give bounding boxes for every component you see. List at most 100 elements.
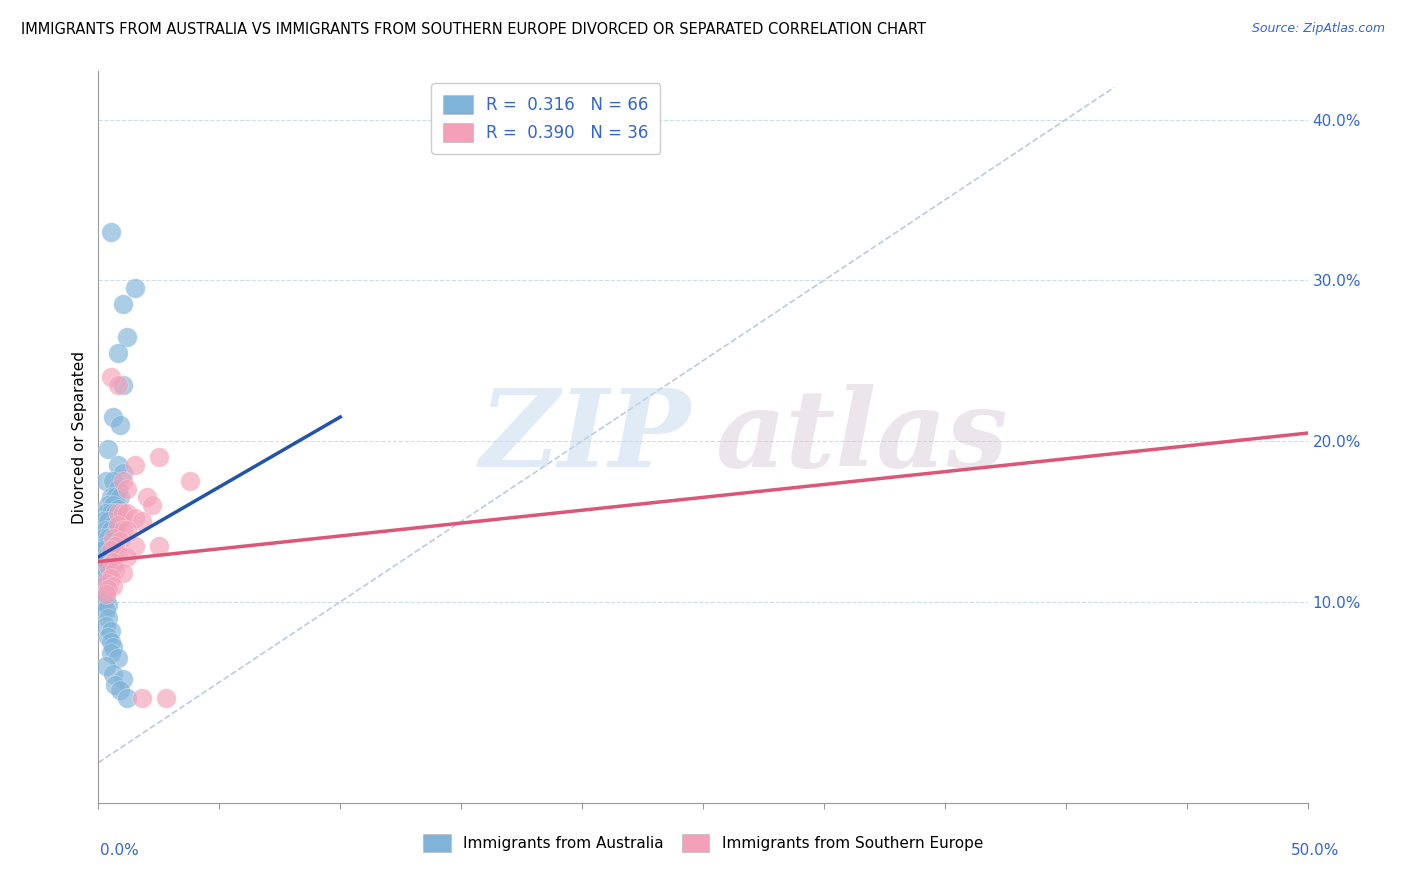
Text: 0.0%: 0.0%	[100, 843, 139, 858]
Point	[107, 458, 129, 473]
Point	[101, 555, 124, 569]
Point	[97, 442, 120, 457]
Point	[94, 574, 117, 588]
Text: Source: ZipAtlas.com: Source: ZipAtlas.com	[1251, 22, 1385, 36]
Point	[117, 483, 139, 497]
Point	[94, 590, 117, 604]
Point	[101, 531, 124, 545]
Point	[148, 539, 170, 553]
Point	[97, 531, 120, 545]
Point	[111, 377, 134, 392]
Point	[104, 678, 127, 692]
Point	[91, 515, 114, 529]
Point	[104, 525, 127, 540]
Point	[97, 499, 120, 513]
Point	[100, 539, 122, 553]
Point	[104, 507, 127, 521]
Point	[117, 329, 139, 343]
Point	[108, 511, 131, 525]
Point	[97, 515, 120, 529]
Point	[91, 531, 114, 545]
Point	[101, 667, 124, 681]
Point	[94, 523, 117, 537]
Point	[107, 547, 129, 561]
Point	[91, 543, 114, 558]
Point	[135, 491, 157, 505]
Point	[100, 523, 122, 537]
Point	[155, 691, 177, 706]
Point	[94, 475, 117, 489]
Point	[104, 563, 127, 577]
Point	[148, 450, 170, 465]
Point	[94, 659, 117, 673]
Point	[91, 563, 114, 577]
Point	[111, 297, 134, 311]
Point	[91, 571, 114, 585]
Point	[91, 555, 114, 569]
Point	[94, 539, 117, 553]
Point	[101, 549, 124, 564]
Y-axis label: Divorced or Separated: Divorced or Separated	[72, 351, 87, 524]
Point	[108, 417, 131, 432]
Point	[91, 579, 114, 593]
Point	[97, 555, 120, 569]
Point	[91, 595, 114, 609]
Point	[97, 630, 120, 644]
Legend: Immigrants from Australia, Immigrants from Southern Europe: Immigrants from Australia, Immigrants fr…	[413, 825, 993, 861]
Point	[100, 571, 122, 585]
Point	[111, 475, 134, 489]
Point	[108, 533, 131, 548]
Point	[100, 225, 122, 239]
Point	[94, 575, 117, 590]
Text: ZIP: ZIP	[479, 384, 690, 490]
Point	[107, 483, 129, 497]
Point	[124, 281, 146, 295]
Point	[94, 582, 117, 596]
Point	[107, 517, 129, 532]
Point	[100, 543, 122, 558]
Point	[97, 582, 120, 596]
Point	[179, 475, 201, 489]
Point	[97, 598, 120, 612]
Point	[97, 611, 120, 625]
Text: atlas: atlas	[716, 384, 1008, 490]
Point	[94, 619, 117, 633]
Point	[101, 499, 124, 513]
Point	[94, 587, 117, 601]
Point	[91, 587, 114, 601]
Point	[108, 491, 131, 505]
Point	[131, 691, 153, 706]
Point	[100, 369, 122, 384]
Point	[107, 507, 129, 521]
Point	[100, 491, 122, 505]
Point	[107, 651, 129, 665]
Point	[101, 533, 124, 548]
Point	[111, 672, 134, 686]
Point	[97, 547, 120, 561]
Point	[101, 640, 124, 654]
Point	[104, 491, 127, 505]
Point	[101, 409, 124, 424]
Point	[111, 467, 134, 481]
Text: 50.0%: 50.0%	[1291, 843, 1339, 858]
Point	[107, 501, 129, 516]
Point	[100, 624, 122, 638]
Point	[100, 635, 122, 649]
Point	[104, 539, 127, 553]
Point	[94, 603, 117, 617]
Point	[124, 511, 146, 525]
Point	[101, 558, 124, 572]
Point	[141, 499, 163, 513]
Point	[101, 517, 124, 532]
Point	[100, 507, 122, 521]
Point	[94, 507, 117, 521]
Point	[97, 566, 120, 580]
Point	[117, 523, 139, 537]
Point	[124, 539, 146, 553]
Text: IMMIGRANTS FROM AUSTRALIA VS IMMIGRANTS FROM SOUTHERN EUROPE DIVORCED OR SEPARAT: IMMIGRANTS FROM AUSTRALIA VS IMMIGRANTS …	[21, 22, 927, 37]
Point	[117, 507, 139, 521]
Point	[100, 646, 122, 660]
Point	[111, 523, 134, 537]
Point	[108, 683, 131, 698]
Point	[117, 691, 139, 706]
